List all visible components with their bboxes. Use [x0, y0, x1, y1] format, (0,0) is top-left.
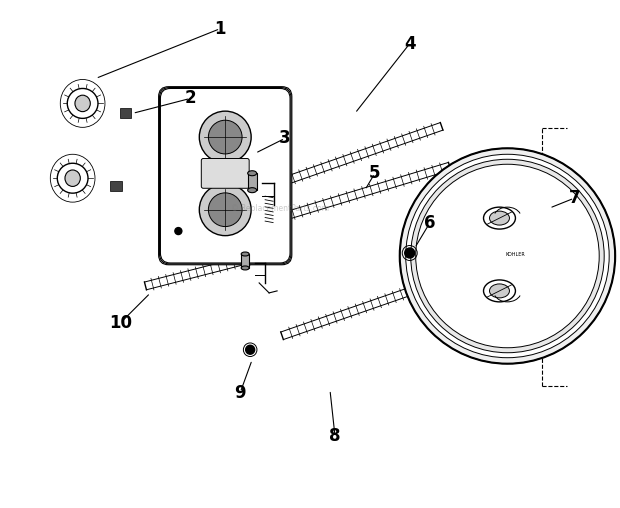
Circle shape	[416, 164, 599, 348]
Text: KOHLER: KOHLER	[505, 251, 525, 257]
FancyBboxPatch shape	[159, 87, 292, 265]
Circle shape	[405, 154, 609, 358]
Ellipse shape	[484, 207, 515, 229]
FancyBboxPatch shape	[241, 254, 249, 268]
Ellipse shape	[75, 95, 91, 112]
Text: 5: 5	[369, 164, 381, 182]
FancyBboxPatch shape	[120, 108, 131, 118]
Circle shape	[208, 120, 242, 154]
Ellipse shape	[247, 171, 257, 176]
Circle shape	[199, 111, 251, 163]
Ellipse shape	[241, 252, 249, 256]
Ellipse shape	[57, 163, 88, 193]
FancyBboxPatch shape	[202, 158, 249, 188]
Ellipse shape	[484, 280, 515, 302]
Text: 9: 9	[234, 384, 246, 402]
Text: 3: 3	[279, 130, 291, 147]
Circle shape	[199, 184, 251, 236]
Text: 10: 10	[109, 314, 132, 332]
FancyBboxPatch shape	[159, 87, 291, 264]
Text: 1: 1	[215, 20, 226, 38]
Text: 2: 2	[185, 89, 196, 107]
Text: 7: 7	[569, 189, 580, 207]
Text: 4: 4	[404, 35, 415, 52]
Ellipse shape	[67, 88, 98, 118]
Circle shape	[208, 193, 242, 227]
Circle shape	[405, 248, 415, 258]
Ellipse shape	[490, 284, 510, 298]
Text: 8: 8	[329, 427, 340, 444]
Text: © ReplacementParts.com: © ReplacementParts.com	[231, 204, 329, 213]
Ellipse shape	[247, 187, 257, 193]
Ellipse shape	[490, 211, 510, 225]
Circle shape	[410, 160, 604, 353]
FancyBboxPatch shape	[161, 88, 290, 263]
Circle shape	[246, 345, 255, 354]
FancyBboxPatch shape	[247, 173, 257, 190]
Circle shape	[400, 148, 615, 364]
Ellipse shape	[241, 266, 249, 270]
FancyBboxPatch shape	[110, 181, 122, 191]
Circle shape	[175, 228, 182, 235]
Text: 6: 6	[424, 214, 435, 232]
Ellipse shape	[65, 170, 81, 186]
